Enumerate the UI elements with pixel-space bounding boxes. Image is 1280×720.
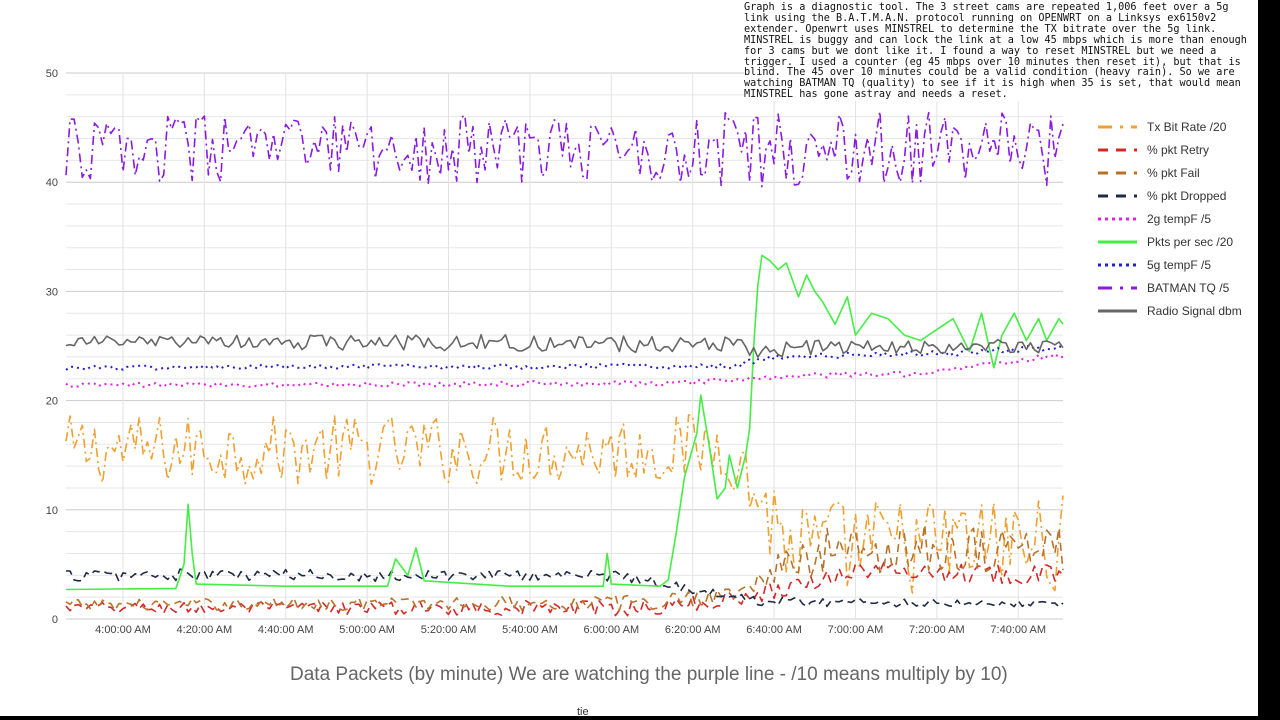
series-lines (65, 110, 1064, 617)
x-tick-label: 7:40:00 AM (990, 624, 1046, 636)
y-tick-label: 10 (46, 505, 58, 517)
chart-caption: Data Packets (by minute) We are watching… (290, 664, 1008, 685)
legend-label-pkt-fail: % pkt Fail (1147, 166, 1200, 180)
annotation-note: Graph is a diagnostic tool. The 3 street… (744, 2, 1256, 102)
x-tick-label: 4:40:00 AM (258, 624, 314, 636)
x-tick-label: 6:00:00 AM (583, 624, 639, 636)
series-line-batman-tq-5 (65, 110, 1064, 188)
y-axis: 0 10 20 30 40 50 (46, 68, 58, 626)
y-tick-label: 0 (52, 614, 58, 626)
x-axis-title: tie (577, 706, 589, 718)
x-tick-label: 5:00:00 AM (339, 624, 395, 636)
y-tick-label: 40 (46, 177, 58, 189)
line-chart: 0 10 20 30 40 50 4:00:00 AM 4:20:00 AM 4:40:00 … (46, 68, 1242, 636)
x-axis: 4:00:00 AM 4:20:00 AM 4:40:00 AM 5:00:00 AM… (95, 624, 1046, 636)
series-line-tx-bit-rate-20 (65, 414, 1064, 594)
series-line-pkts-per-sec-20 (65, 254, 1064, 591)
x-tick-label: 4:00:00 AM (95, 624, 151, 636)
x-tick-label: 7:00:00 AM (828, 624, 884, 636)
legend-label-pkt-retry: % pkt Retry (1147, 143, 1209, 157)
series-line-pkt-dropped (66, 568, 1064, 608)
legend-label-5g-tempf-5: 5g tempF /5 (1147, 258, 1211, 272)
x-tick-label: 7:20:00 AM (909, 624, 965, 636)
x-tick-label: 5:20:00 AM (421, 624, 477, 636)
y-tick-label: 50 (46, 68, 58, 80)
legend: Tx Bit Rate /20 % pkt Retry % pkt Fail % pk… (1098, 120, 1242, 318)
series-line-pkt-fail (65, 524, 1064, 612)
legend-label-2g-tempf-5: 2g tempF /5 (1147, 212, 1211, 226)
x-tick-label: 6:40:00 AM (746, 624, 802, 636)
y-tick-label: 30 (46, 286, 58, 298)
legend-label-pkts-per-sec-20: Pkts per sec /20 (1147, 235, 1233, 249)
legend-label-pkt-dropped: % pkt Dropped (1147, 189, 1226, 203)
legend-label-tx-bit-rate-20: Tx Bit Rate /20 (1147, 120, 1227, 134)
x-tick-label: 5:40:00 AM (502, 624, 558, 636)
series-line-2g-tempf-5 (65, 352, 1064, 388)
series-line-pkt-retry (65, 561, 1064, 617)
legend-label-radio-signal-dbm: Radio Signal dbm (1147, 304, 1242, 318)
gridlines (66, 72, 1063, 620)
legend-label-batman-tq-5: BATMAN TQ /5 (1147, 281, 1230, 295)
x-tick-label: 6:20:00 AM (665, 624, 721, 636)
series-line-radio-signal-dbm (65, 333, 1064, 358)
x-tick-label: 4:20:00 AM (177, 624, 233, 636)
series-line-5g-tempf-5 (65, 344, 1064, 371)
y-tick-label: 20 (46, 396, 58, 408)
